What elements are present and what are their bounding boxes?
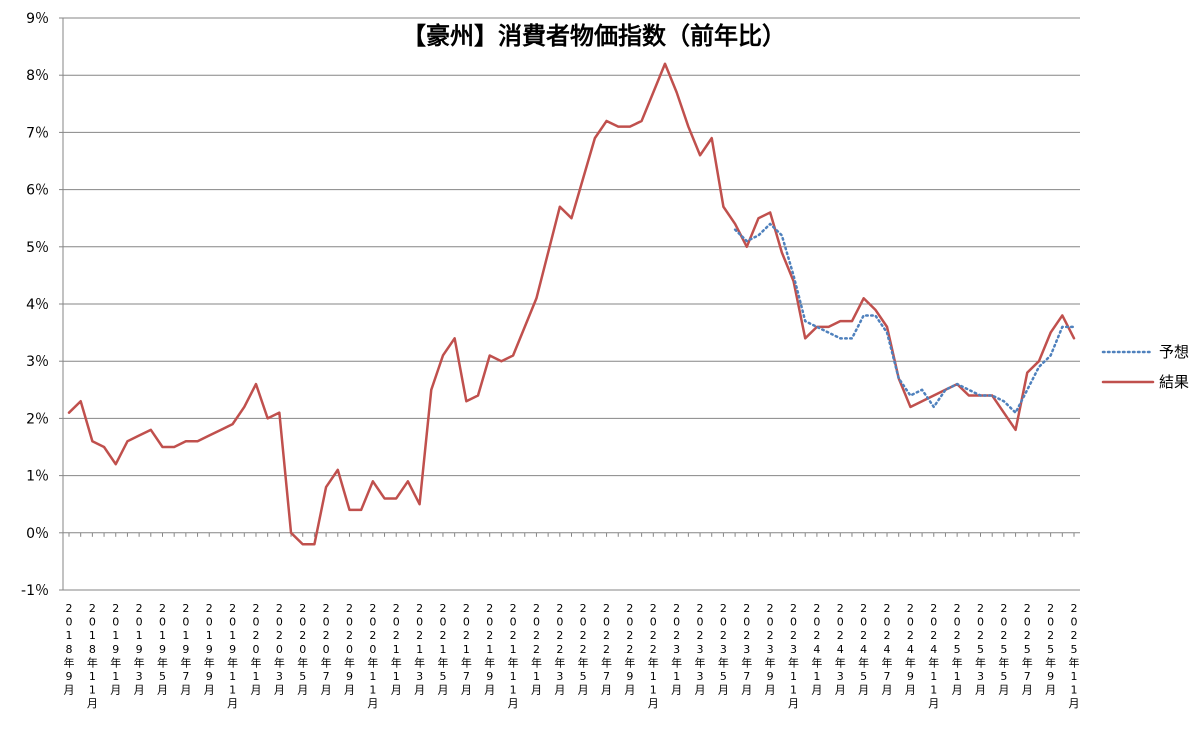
y-tick-label: 4％ — [26, 297, 49, 313]
y-tick-label: 7％ — [26, 125, 49, 141]
y-tick-label: 1％ — [26, 469, 49, 485]
series-line-forecast — [733, 222, 1076, 414]
legend-label-forecast: 予想 — [1159, 343, 1189, 361]
chart-title: 【豪州】消費者物価指数（前年比） — [402, 22, 786, 50]
gridlines — [63, 17, 1080, 591]
y-tick-label: -1％ — [21, 583, 49, 599]
x-tick-labels: 2 0 1 8 年 9 月 2 0 1 8 年 1 1 月 2 0 1 9 年 1 月 2 0 1 9 年 3 月 2 0 1 9 年 5 月 2 0 1 9… — [64, 602, 1080, 710]
series-lines — [67, 62, 1076, 546]
y-tick-label: 0％ — [26, 526, 49, 542]
axes — [59, 17, 1080, 591]
y-tick-label: 6％ — [26, 183, 49, 199]
y-tick-label: 5％ — [26, 240, 49, 256]
series-line-actual — [67, 62, 1076, 546]
y-tick-label: 2％ — [26, 411, 49, 427]
y-tick-label: 3％ — [26, 354, 49, 370]
legend-label-actual: 結果 — [1159, 373, 1189, 391]
y-tick-labels: -1％ 0％ 1％ 2％ 3％ 4％ 5％ 6％ 7％ 8％ 9％ — [21, 11, 49, 599]
y-tick-label: 9％ — [26, 11, 49, 27]
y-tick-label: 8％ — [26, 68, 49, 84]
